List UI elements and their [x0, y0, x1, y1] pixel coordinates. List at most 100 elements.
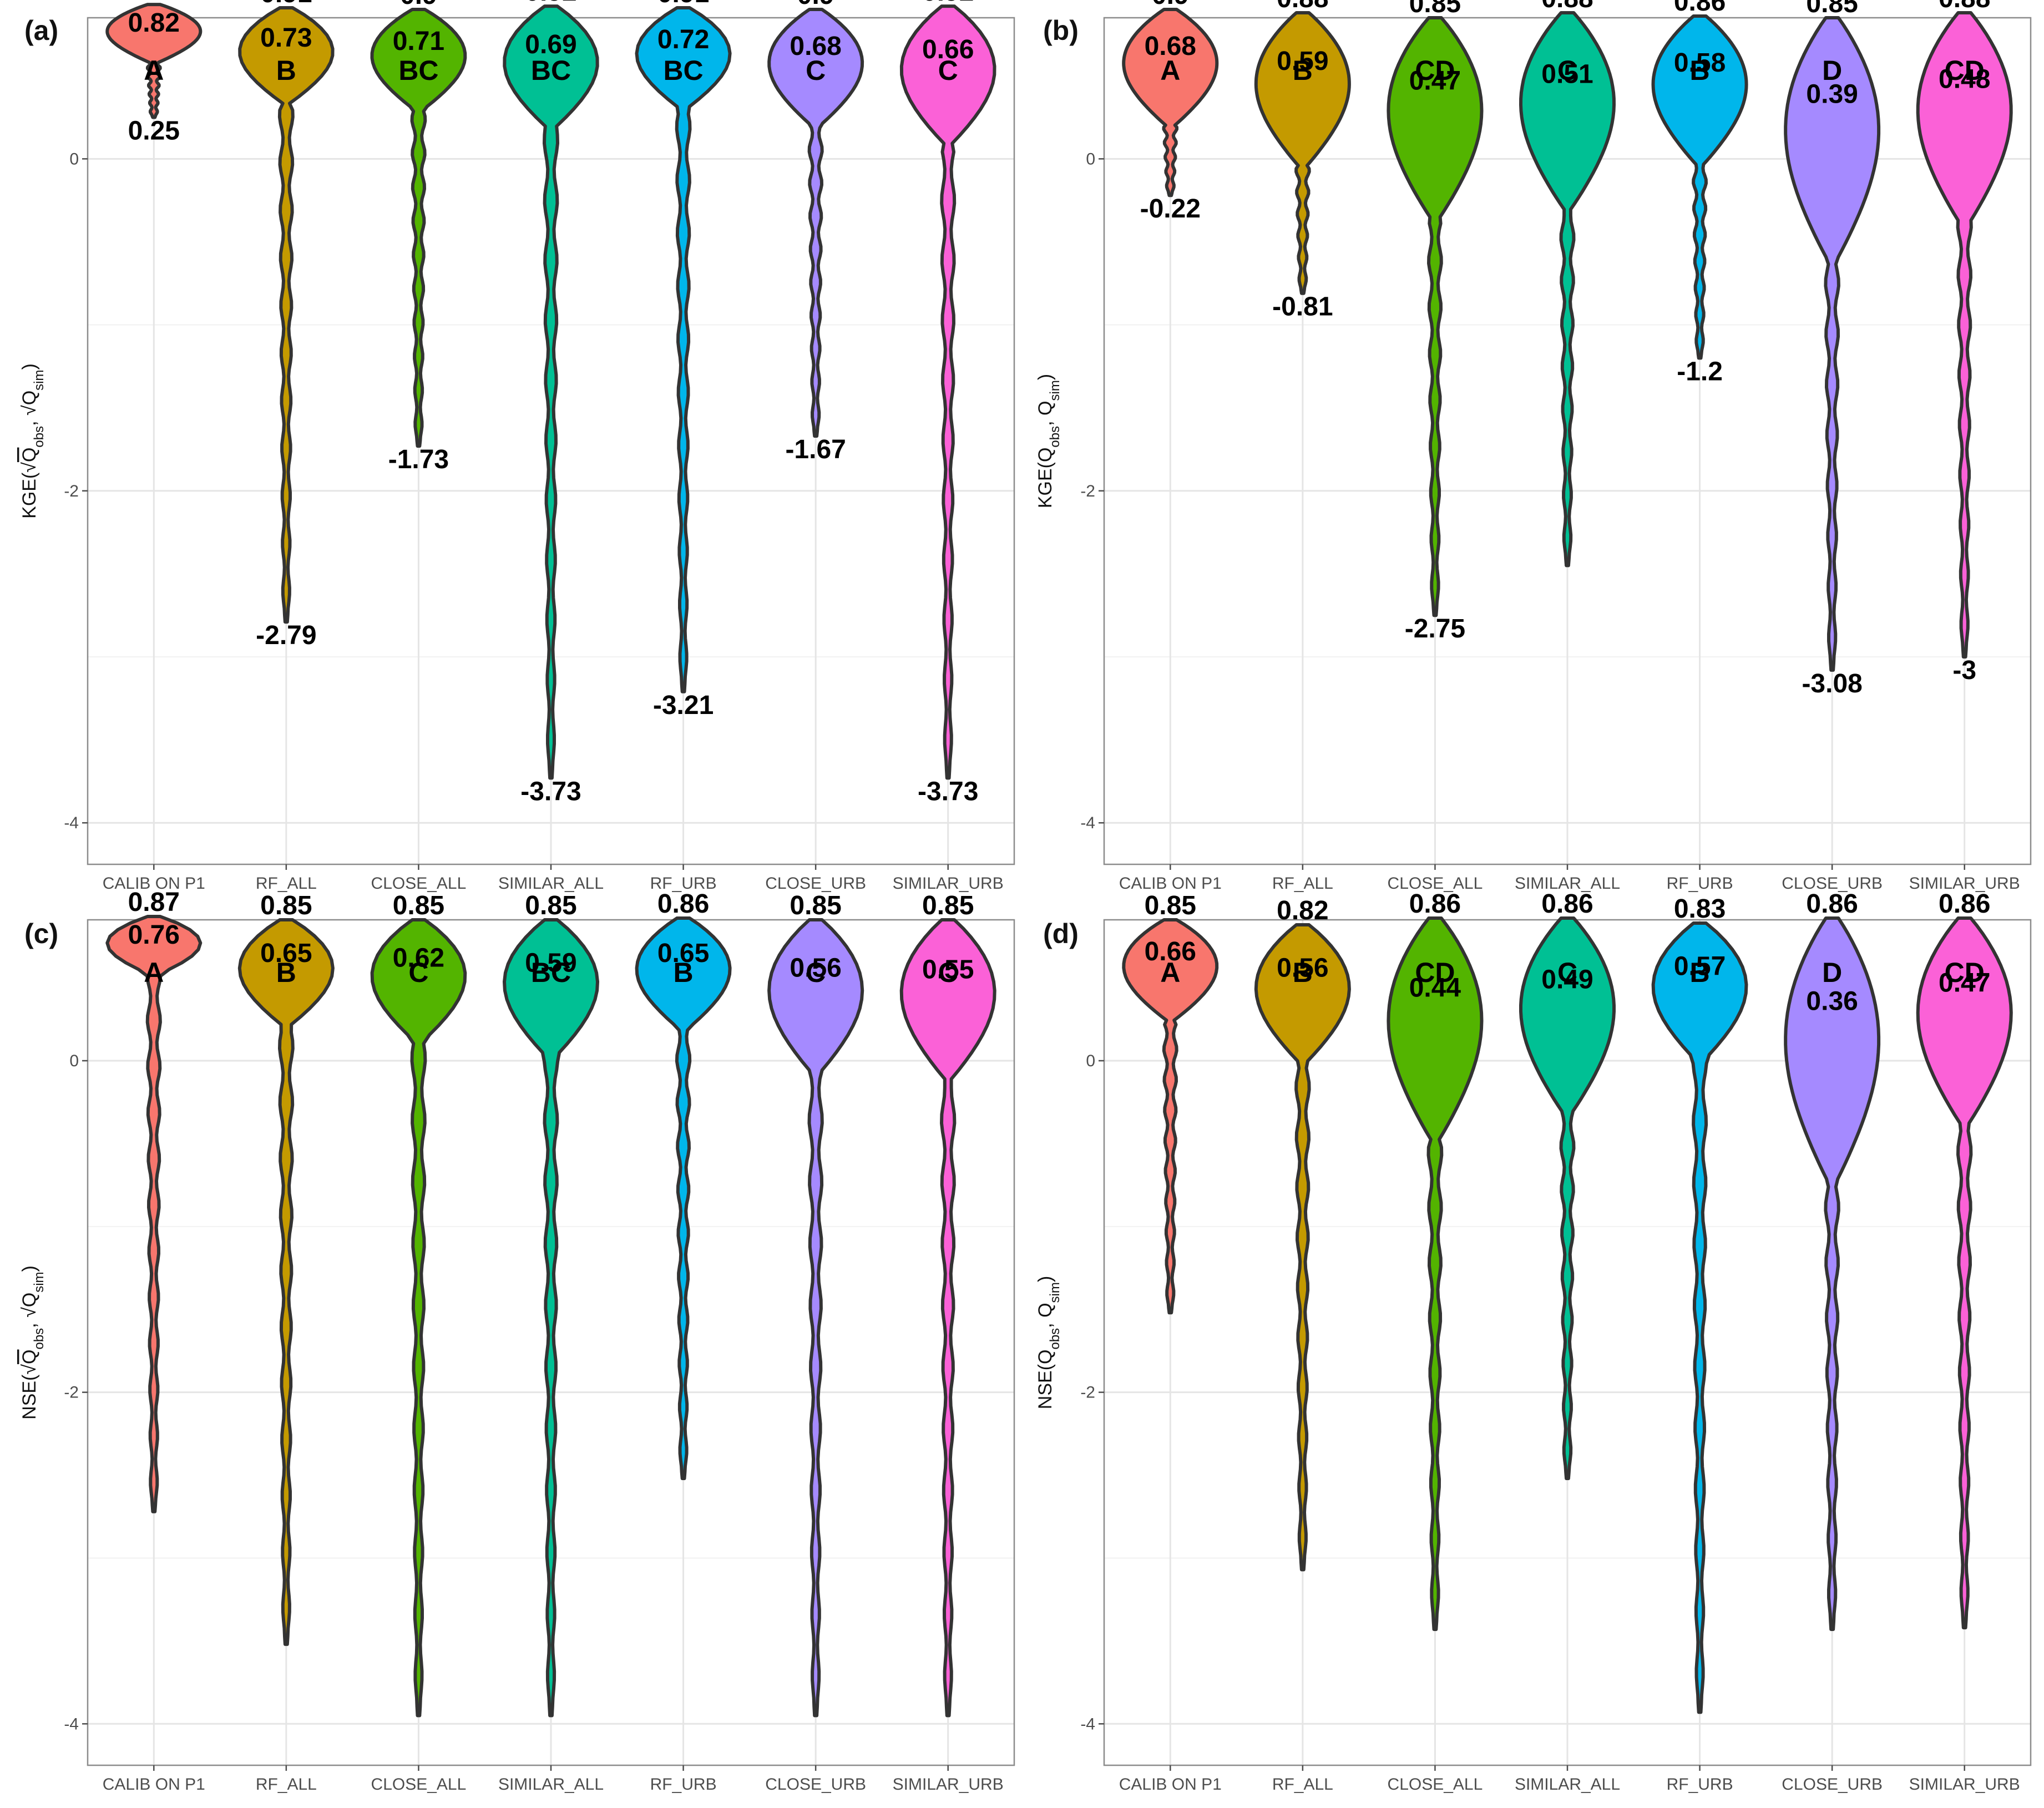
close-paren: ) — [19, 1265, 40, 1272]
median-label: 0.55 — [922, 955, 974, 985]
violin-close-urb — [1784, 16, 1881, 672]
violin-similar-urb — [899, 4, 996, 780]
median-label: 0.72 — [657, 25, 709, 54]
group-letter: B — [1293, 957, 1313, 988]
max-label: 0.92 — [922, 0, 974, 7]
y-axis-title-obs-sub: obs — [32, 426, 47, 448]
violin-similar-urb — [1916, 916, 2013, 1629]
max-label: 0.86 — [1409, 889, 1461, 919]
y-tick-label: -4 — [1080, 814, 1095, 832]
max-label: 0.85 — [260, 891, 312, 920]
group-letter: C — [806, 55, 826, 86]
x-tick-label: RF_ALL — [256, 874, 317, 893]
min-label: -0.81 — [1272, 292, 1333, 322]
y-tick-label: -4 — [1080, 1715, 1095, 1733]
median-label: 0.68 — [790, 32, 841, 61]
group-letter: B — [1690, 957, 1710, 988]
max-label: 0.88 — [1541, 0, 1593, 13]
group-letter: C — [806, 957, 826, 988]
y-tick-label: 0 — [1086, 150, 1095, 168]
panel-tag: (d) — [1043, 918, 1079, 949]
violin-close-urb — [1784, 916, 1881, 1631]
violin-close-urb — [767, 918, 864, 1718]
min-label: -2.75 — [1405, 614, 1465, 644]
max-label: 0.86 — [1674, 0, 1726, 17]
min-label: -3.73 — [918, 777, 978, 806]
y-tick-label: -2 — [64, 482, 79, 500]
x-tick-label: CLOSE_ALL — [371, 1775, 467, 1794]
max-label: 0.86 — [657, 889, 709, 919]
max-label: 0.86 — [1541, 889, 1593, 919]
max-label: 0.85 — [393, 891, 444, 920]
y-axis-title-obs-sub: obs — [1048, 1328, 1063, 1350]
x-tick-label: CLOSE_URB — [765, 874, 866, 893]
median-label: 0.65 — [657, 939, 709, 968]
group-letter: C — [1557, 957, 1577, 988]
max-label: 0.85 — [1145, 891, 1196, 920]
y-tick-label: -2 — [1080, 1384, 1095, 1402]
x-tick-label: RF_ALL — [1272, 874, 1333, 893]
y-axis-title-obs: Q — [1035, 448, 1056, 462]
x-tick-label: CALIB ON P1 — [1119, 874, 1222, 893]
violin-similar-all — [1519, 11, 1616, 568]
group-letter: A — [144, 55, 164, 86]
x-tick-label: CALIB ON P1 — [103, 1775, 205, 1794]
group-letter: D — [1822, 957, 1842, 988]
median-label: 0.36 — [1806, 986, 1858, 1016]
min-label: -1.67 — [785, 435, 846, 464]
sqrt-symbol: √ — [19, 1364, 40, 1375]
max-label: 0.86 — [1939, 889, 1990, 919]
violin-rf-all — [238, 6, 335, 624]
y-axis-title-main: KGE( — [1035, 462, 1056, 508]
violin-close-all — [370, 918, 467, 1718]
max-label: 0.82 — [1277, 896, 1328, 925]
y-axis-title-obs: Q — [19, 448, 40, 462]
min-label: -0.22 — [1140, 194, 1201, 224]
median-label: 0.47 — [1409, 67, 1461, 96]
min-label: -3.08 — [1802, 669, 1862, 698]
x-tick-label: RF_ALL — [1272, 1775, 1333, 1794]
median-label: 0.68 — [1145, 32, 1196, 61]
x-tick-label: SIMILAR_URB — [893, 1775, 1004, 1794]
violin-close-urb — [767, 8, 864, 438]
y-tick-label: -4 — [64, 814, 79, 832]
median-label: 0.71 — [393, 27, 444, 56]
max-label: 0.87 — [128, 888, 180, 917]
median-label: 0.66 — [1145, 937, 1196, 966]
y-axis-title-sim: Q — [1035, 401, 1056, 416]
max-label: 0.85 — [525, 891, 576, 920]
median-label: 0.48 — [1939, 65, 1990, 94]
x-tick-label: RF_URB — [650, 874, 717, 893]
median-label: 0.82 — [128, 8, 180, 38]
group-letter: D — [1822, 55, 1842, 86]
y-axis-title-sim: Q — [19, 391, 40, 405]
group-letter: BC — [663, 55, 703, 86]
min-label: -3.21 — [653, 691, 714, 720]
sqrt-symbol: √ — [19, 405, 40, 416]
min-label: -1.2 — [1677, 357, 1723, 386]
violin-calib-on-p1 — [1122, 918, 1219, 1315]
y-axis-title-obs-sub: obs — [1048, 426, 1063, 448]
x-tick-label: SIMILAR_URB — [1909, 1775, 2020, 1794]
comma: , — [1035, 1318, 1056, 1328]
median-label: 0.62 — [393, 944, 444, 973]
violin-similar-urb — [899, 918, 996, 1718]
y-axis-title: NSE(Qobs, Qsim) — [1035, 1276, 1063, 1409]
violin-calib-on-p1 — [105, 3, 203, 119]
median-label: 0.69 — [525, 30, 576, 59]
x-tick-label: SIMILAR_ALL — [1515, 874, 1620, 893]
max-label: 0.85 — [1409, 0, 1461, 18]
x-tick-label: RF_URB — [650, 1775, 717, 1794]
violin-close-all — [1387, 16, 1484, 617]
comma: , — [1035, 416, 1056, 426]
y-tick-label: 0 — [69, 150, 79, 168]
violin-similar-all — [503, 4, 599, 780]
max-label: 0.83 — [1674, 894, 1726, 924]
x-tick-label: CALIB ON P1 — [103, 874, 205, 893]
max-label: 0.91 — [260, 0, 312, 8]
group-letter: A — [1160, 957, 1180, 988]
y-axis-title-sim-sub: sim — [32, 370, 47, 391]
x-tick-label: SIMILAR_URB — [893, 874, 1004, 893]
